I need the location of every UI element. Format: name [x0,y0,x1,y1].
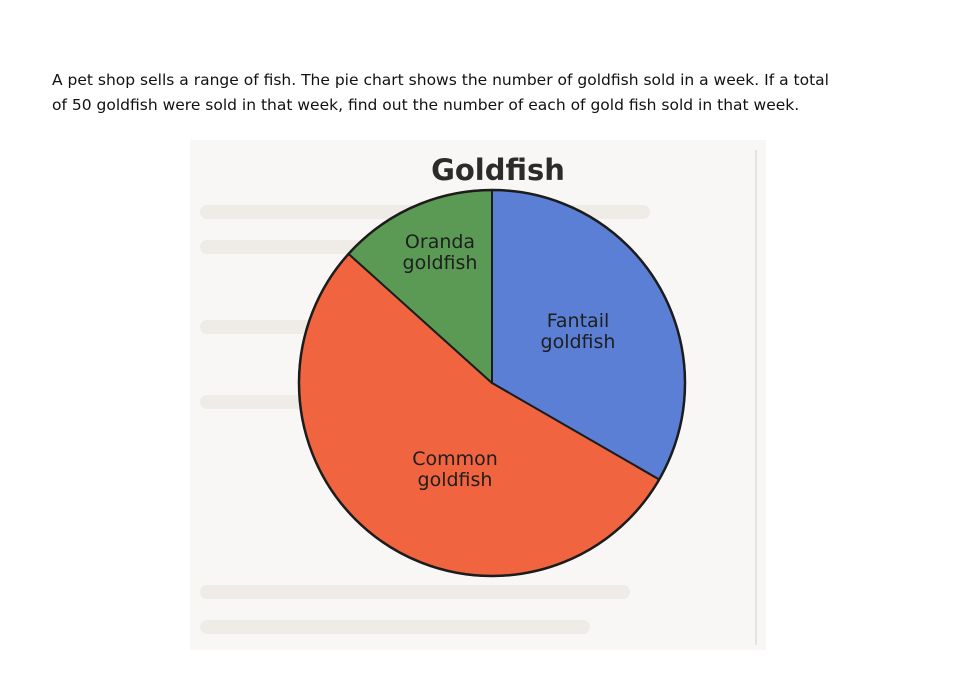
question-line-2: of 50 goldfish were sold in that week, f… [52,96,800,114]
question-line-1: A pet shop sells a range of fish. The pi… [52,71,829,89]
slice-label-common: Common goldfish [412,448,498,491]
slice-label-fantail: Fantail goldfish [541,310,616,353]
pie-outline [297,188,687,578]
chart-title: Goldfish [431,153,565,187]
question-text: A pet shop sells a range of fish. The pi… [52,68,932,118]
figure-edge [755,150,757,645]
pie-chart: Goldfish Fantail goldfish Common goldfish Or… [297,153,687,578]
background-ghost-text [200,585,630,599]
background-ghost-text [200,620,590,634]
pie-slices [297,188,687,578]
pie-labels: Fantail goldfish Common goldfish Oranda goldf… [403,231,616,491]
slice-label-oranda: Oranda goldfish [403,231,478,274]
